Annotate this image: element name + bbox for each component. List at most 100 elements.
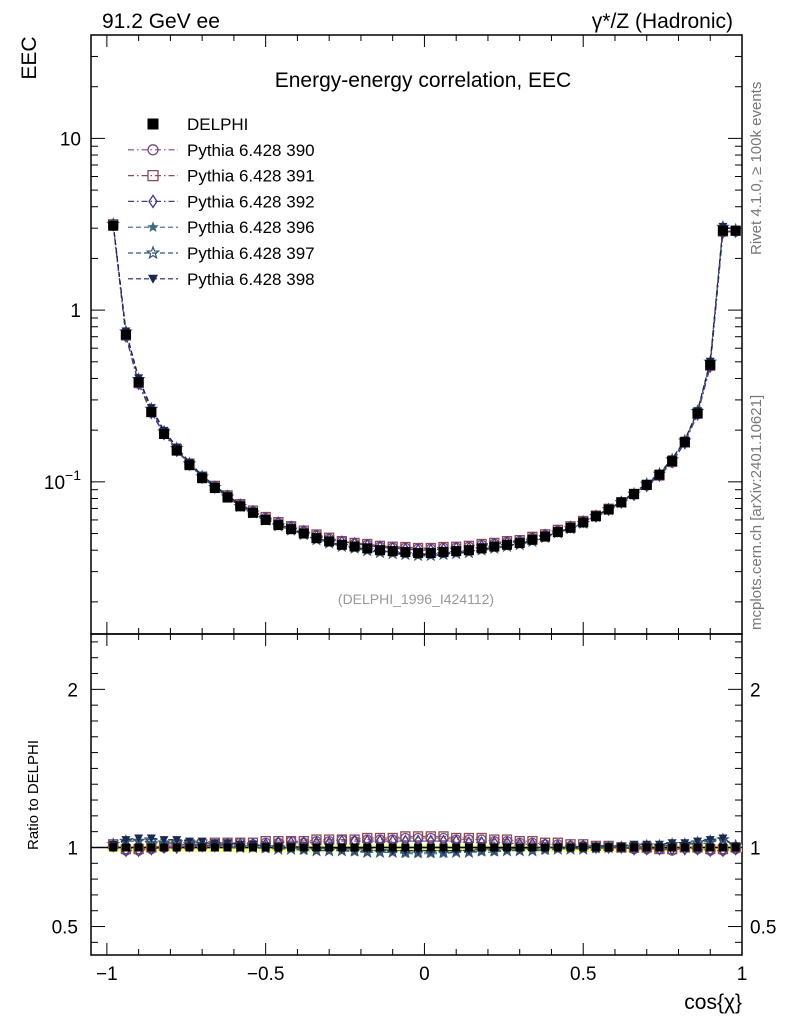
ratio-point-6: [184, 837, 194, 846]
ratio-data-point: [121, 843, 130, 852]
ratio-data-point: [706, 843, 715, 852]
rivet-version-label: Rivet 4.1.0, ≥ 100k events: [748, 82, 765, 255]
data-point: [222, 492, 233, 503]
ratio-data-point: [261, 843, 270, 852]
data-point: [540, 531, 551, 542]
data-point: [603, 504, 614, 515]
series-line-5: [112, 224, 736, 556]
x-tick-label: −0.5: [247, 964, 285, 985]
ratio-data-point: [350, 843, 359, 852]
data-point: [578, 517, 589, 528]
ratio-point-6: [680, 839, 690, 848]
ratio-data-point: [718, 843, 727, 852]
ratio-point-6: [223, 839, 233, 848]
y-axis-label: EEC: [18, 36, 41, 79]
ratio-point-6: [718, 834, 728, 843]
data-point: [413, 548, 424, 559]
legend-marker-6: [148, 274, 158, 284]
data-point: [336, 539, 347, 550]
y-tick-label: 10−1: [44, 467, 81, 494]
data-point: [235, 501, 246, 512]
data-point: [590, 511, 601, 522]
ratio-point-6: [705, 836, 715, 845]
ratio-data-point: [642, 843, 651, 852]
data-point: [527, 534, 538, 545]
ratio-data-point: [401, 843, 410, 852]
ratio-point-2: [425, 831, 436, 842]
x-tick-label: 0: [419, 964, 430, 985]
source-label: mcplots.cern.ch [arXiv:2401.10621]: [748, 395, 765, 630]
ratio-data-point: [210, 843, 219, 852]
data-point: [298, 528, 309, 539]
data-point: [349, 541, 360, 552]
ratio-tick-label-left: 1: [67, 838, 78, 859]
ratio-point-6: [159, 836, 169, 845]
ratio-point-2: [438, 831, 449, 842]
legend: DELPHI Pythia 6.428 390 Pythia 6.428 391 Py…: [128, 115, 315, 289]
legend-label-0: DELPHI: [187, 115, 248, 134]
ratio-tick-label-left: 0.5: [52, 918, 78, 939]
data-point: [565, 522, 576, 533]
ratio-point-6: [172, 836, 182, 845]
data-point: [463, 545, 474, 556]
data-point: [667, 456, 678, 467]
data-point: [324, 536, 335, 547]
ratio-data-point: [236, 843, 245, 852]
data-point: [616, 497, 627, 508]
x-tick-label: −1: [96, 964, 118, 985]
ratio-point-2: [362, 832, 373, 844]
ratio-data-point: [655, 843, 664, 852]
ratio-frame: [90, 633, 743, 956]
data-point: [209, 483, 220, 494]
ratio-data-point: [541, 843, 550, 852]
legend-marker-3: [148, 194, 158, 209]
header-process-label: γ*/Z (Hadronic): [592, 10, 733, 33]
ratio-data-point: [464, 843, 473, 852]
data-point: [159, 428, 170, 439]
ratio-data-point: [693, 843, 702, 852]
data-point: [184, 460, 195, 471]
ratio-data-point: [490, 843, 499, 852]
ratio-data-point: [134, 843, 143, 852]
main-panel: 10 1 10−1: [44, 34, 743, 635]
ratio-point-6: [210, 839, 220, 848]
ratio-data-point: [109, 843, 118, 852]
ratio-data-point: [388, 843, 397, 852]
data-point: [387, 546, 398, 557]
ratio-point-6: [197, 837, 207, 846]
data-point: [311, 533, 322, 544]
legend-marker-2: [147, 169, 159, 182]
ratio-data-point: [579, 843, 588, 852]
ratio-point-6: [693, 837, 703, 846]
data-point: [400, 547, 411, 558]
ratio-point-2: [463, 832, 475, 844]
data-point: [286, 524, 297, 535]
data-point: [146, 407, 157, 418]
data-point: [425, 548, 436, 559]
ratio-point-2: [387, 832, 398, 844]
ratio-data-point: [185, 843, 194, 852]
data-point: [133, 377, 144, 388]
ratio-data-point: [287, 843, 296, 852]
series-line-4: [112, 224, 736, 557]
ratio-data-point: [617, 843, 626, 852]
ratio-point-5: [131, 833, 146, 847]
header-energy-label: 91.2 GeV ee: [102, 10, 220, 33]
data-point: [247, 507, 258, 518]
ratio-data-point: [325, 843, 334, 852]
ratio-tick-label-right: 0.5: [750, 918, 776, 939]
data-point: [641, 479, 652, 490]
ratio-data-point: [414, 843, 423, 852]
ratio-data-point: [337, 843, 346, 852]
ratio-data-point: [312, 843, 321, 852]
data-point: [120, 329, 131, 340]
ratio-data-point: [299, 843, 308, 852]
ratio-data-point: [223, 843, 232, 852]
ratio-data-point: [477, 843, 486, 852]
data-point: [438, 547, 449, 558]
ratio-data-point: [503, 843, 512, 852]
x-axis-label: cos{χ}: [684, 991, 742, 1014]
ratio-data-point: [515, 843, 524, 852]
ratio-tick-label-right: 2: [750, 680, 761, 701]
